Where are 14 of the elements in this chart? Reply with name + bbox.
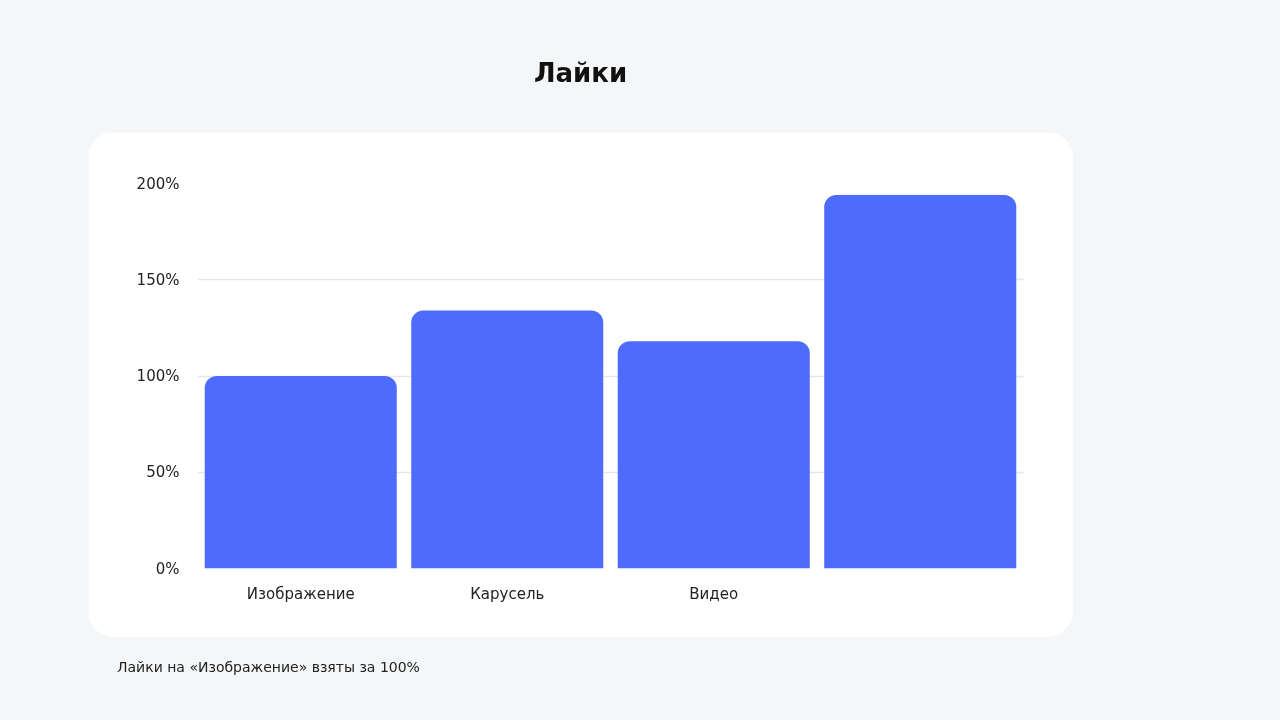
- bar: [824, 195, 1017, 569]
- y-tick-label: 150%: [136, 270, 180, 289]
- bar: [617, 341, 810, 569]
- y-tick-label: 100%: [136, 367, 180, 385]
- y-tick-label: 200%: [136, 174, 180, 193]
- bar: [411, 310, 604, 569]
- chart-title: Лайки: [533, 57, 628, 90]
- x-tick-label: Видео: [689, 584, 739, 603]
- y-tick-label: 50%: [146, 463, 180, 482]
- bar: [204, 376, 397, 569]
- x-tick-label: Изображение: [246, 584, 355, 603]
- text: Лайки на «Изображение» взяты за 100%: [117, 658, 420, 677]
- x-tick-label: Карусель: [470, 584, 545, 603]
- y-tick-label: 0%: [155, 559, 180, 578]
